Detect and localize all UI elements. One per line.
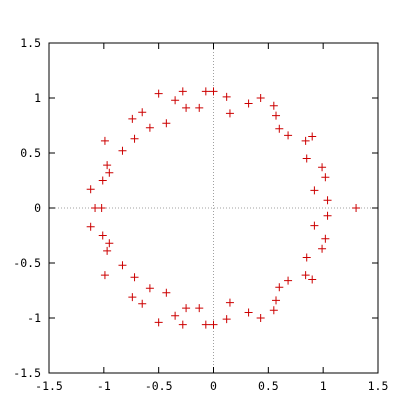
y-tick-label: 1 xyxy=(34,91,41,105)
data-point xyxy=(98,231,107,240)
data-point xyxy=(171,311,180,320)
data-point xyxy=(318,244,327,253)
data-point xyxy=(105,239,114,248)
data-point xyxy=(154,318,163,327)
x-tick-label: 0 xyxy=(210,379,217,393)
data-point xyxy=(284,131,293,140)
data-point xyxy=(323,211,332,220)
y-tick-label: -1.5 xyxy=(13,366,41,380)
x-tick-labels: -1.5 -1 -0.5 0 0.5 1 1.5 xyxy=(35,379,388,393)
data-point xyxy=(86,222,95,231)
data-point xyxy=(301,136,310,145)
x-tick-label: -0.5 xyxy=(145,379,173,393)
y-tick-label: -1 xyxy=(27,311,41,325)
data-point xyxy=(222,92,231,101)
data-point xyxy=(209,320,218,329)
y-tick-label: 0.5 xyxy=(20,146,41,160)
data-point xyxy=(100,271,109,280)
x-tick-label: 0.5 xyxy=(258,379,279,393)
data-point xyxy=(178,320,187,329)
data-point xyxy=(138,108,147,117)
data-point xyxy=(308,132,317,141)
data-point xyxy=(269,101,278,110)
data-point xyxy=(275,283,284,292)
data-point xyxy=(352,204,361,212)
y-tick-label: 1.5 xyxy=(20,36,41,50)
data-point xyxy=(100,136,109,145)
y-tick-labels: -1.5 -1 -0.5 0 0.5 1 1.5 xyxy=(13,36,41,380)
data-point xyxy=(130,273,139,282)
data-point xyxy=(225,298,234,307)
data-point xyxy=(118,261,127,270)
data-point xyxy=(284,276,293,285)
data-point xyxy=(182,304,191,313)
data-point xyxy=(91,204,100,212)
data-point xyxy=(272,111,281,120)
data-point xyxy=(171,96,180,105)
data-point xyxy=(308,275,317,284)
data-point xyxy=(118,146,127,155)
data-point xyxy=(321,234,330,243)
data-point xyxy=(321,173,330,182)
data-point xyxy=(128,293,137,302)
data-point xyxy=(225,109,234,118)
data-point xyxy=(195,103,204,112)
data-point xyxy=(244,99,253,108)
data-point xyxy=(302,253,311,262)
data-point xyxy=(182,103,191,112)
data-point xyxy=(130,134,139,143)
data-point xyxy=(162,288,171,297)
data-point xyxy=(86,185,95,194)
x-tick-label: -1.5 xyxy=(35,379,63,393)
data-point xyxy=(256,94,265,102)
data-point xyxy=(244,308,253,317)
data-point xyxy=(195,304,204,313)
data-point xyxy=(178,87,187,96)
data-point xyxy=(256,314,265,322)
data-point xyxy=(128,114,137,123)
data-point xyxy=(103,161,112,170)
x-tick-label: 1.5 xyxy=(368,379,389,393)
x-tick-label: 1 xyxy=(320,379,327,393)
data-point xyxy=(201,87,210,96)
data-point xyxy=(275,124,284,133)
data-point xyxy=(145,284,154,293)
data-point xyxy=(301,271,310,280)
data-point xyxy=(272,296,281,305)
data-point xyxy=(145,123,154,132)
data-point xyxy=(269,306,278,315)
data-point xyxy=(103,246,112,255)
data-point xyxy=(318,163,327,172)
data-point xyxy=(162,119,171,128)
data-point xyxy=(138,299,147,308)
data-point xyxy=(310,186,319,195)
data-points xyxy=(86,87,361,329)
data-point xyxy=(209,87,218,96)
data-point xyxy=(302,154,311,163)
data-point xyxy=(310,221,319,230)
data-point xyxy=(201,320,210,329)
data-point xyxy=(222,315,231,324)
data-point xyxy=(105,168,114,177)
y-tick-label: 0 xyxy=(34,201,41,215)
x-tick-label: -1 xyxy=(97,379,111,393)
data-point xyxy=(98,176,107,185)
data-point xyxy=(154,89,163,98)
plot-frame xyxy=(48,42,379,374)
y-tick-label: -0.5 xyxy=(13,256,41,270)
data-point xyxy=(323,196,332,205)
